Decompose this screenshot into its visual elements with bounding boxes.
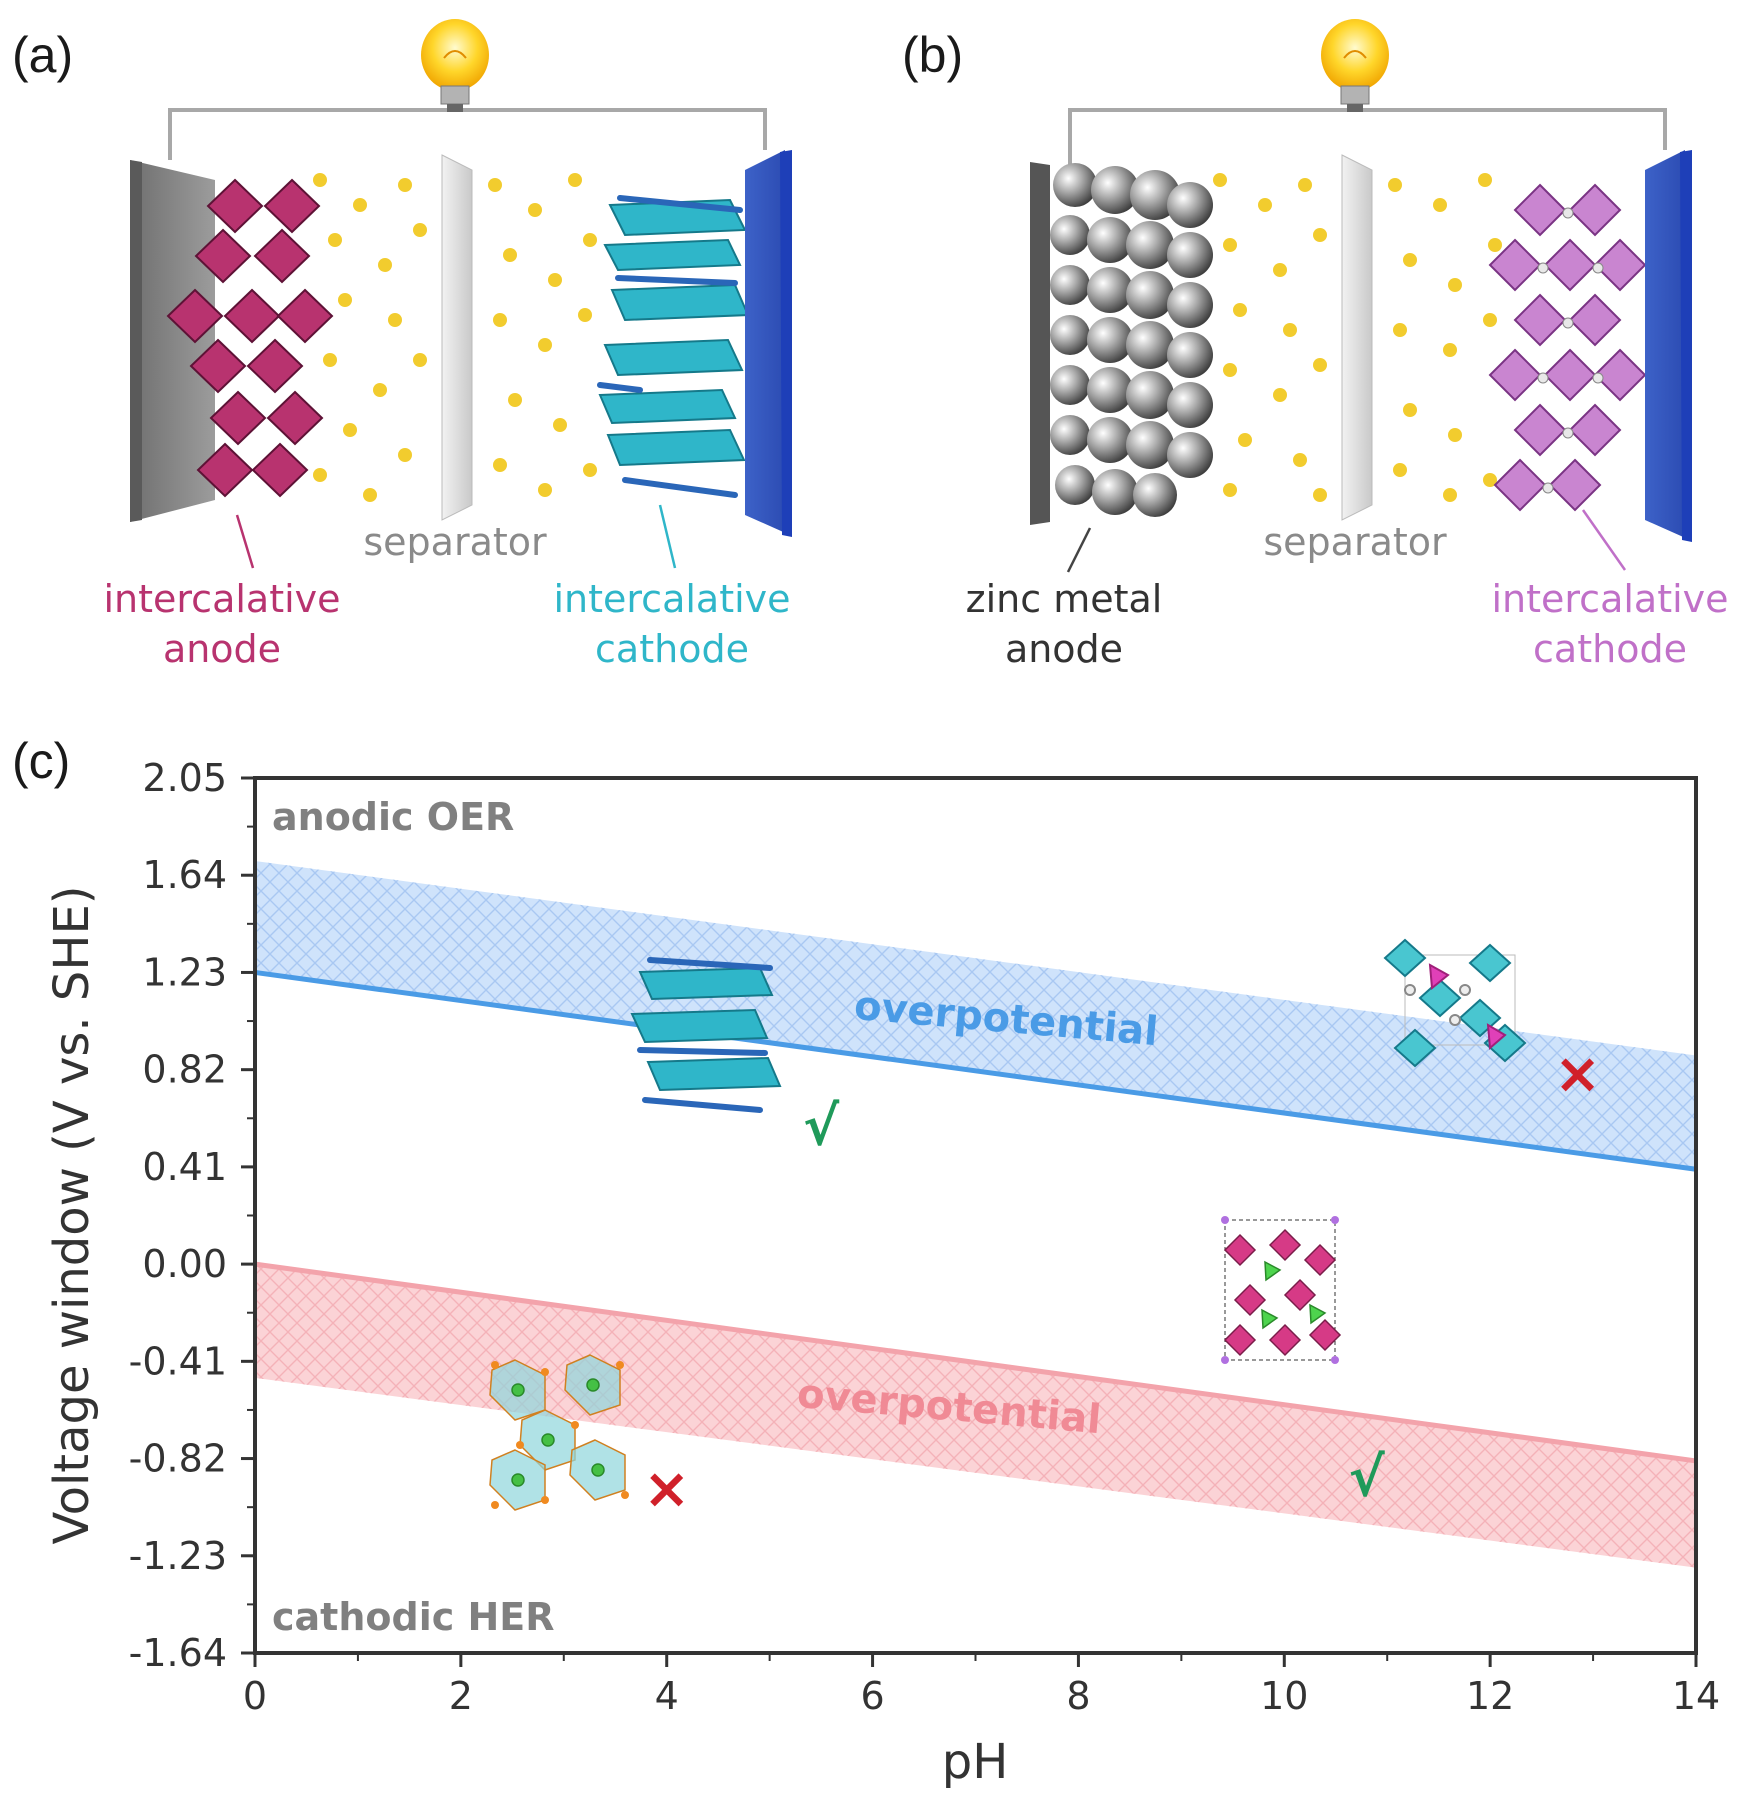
light-bulb-icon	[421, 19, 489, 112]
zinc-ions-b	[1213, 173, 1502, 502]
x-tick-label: 0	[243, 1674, 267, 1718]
cathodic-her-label: cathodic HER	[272, 1595, 555, 1639]
circuit-wire-b	[1068, 108, 1667, 170]
panel-c: (c) 2.05 1.64 1.23 0.82 0.41 0.00 -0.41 -0.82 -1…	[12, 733, 1720, 1790]
y-tick-label: -1.64	[129, 1631, 227, 1675]
suitability-markers: √ × √ ×	[643, 1041, 1601, 1521]
cathode-b-guest-ions	[1537, 207, 1604, 494]
cathode-label-a-line2: cathode	[595, 627, 749, 671]
anode-label-a-line2: anode	[163, 627, 281, 671]
intercalative-cathode-structure-b	[1488, 183, 1647, 512]
separator-label-a: separator	[363, 520, 547, 564]
y-tick-label: 0.00	[142, 1242, 227, 1286]
panel-a: (a)	[12, 19, 792, 671]
y-tick-label: 2.05	[142, 756, 227, 800]
anode-pointer-a	[235, 514, 255, 569]
spinel-cathode-inset	[1383, 938, 1527, 1068]
panel-a-label: (a)	[12, 27, 73, 83]
anodic-oer-label: anodic OER	[272, 795, 514, 839]
cathode-label-a-line1: intercalative	[553, 577, 790, 621]
cathode-current-collector-a	[745, 150, 790, 535]
voltage-window-chart: 2.05 1.64 1.23 0.82 0.41 0.00 -0.41 -0.82 -1.23 -…	[44, 756, 1720, 1790]
y-tick-label: -0.41	[129, 1339, 227, 1383]
cathode-pointer-a	[658, 504, 677, 569]
y-axis-title: Voltage window (V vs. SHE)	[44, 885, 100, 1544]
y-tick-label: 0.41	[142, 1145, 227, 1189]
cross-mark: ×	[1554, 1041, 1601, 1106]
light-bulb-icon	[1321, 19, 1389, 112]
y-tick-label: 0.82	[142, 1048, 227, 1092]
panel-b: (b)	[902, 19, 1729, 671]
phosphate-anode-inset	[1221, 1216, 1342, 1364]
x-tick-label: 4	[655, 1674, 679, 1718]
x-tick-label: 12	[1466, 1674, 1514, 1718]
separator-label-b: separator	[1263, 520, 1447, 564]
y-tick-label: -1.23	[129, 1534, 227, 1578]
circuit-wire	[168, 108, 767, 160]
layered-cathode-inset	[630, 957, 782, 1113]
anode-current-collector	[130, 160, 215, 522]
separator-b	[1341, 154, 1373, 521]
her-overpotential-band-hatch	[255, 1264, 1696, 1568]
x-axis-title: pH	[942, 1734, 1009, 1790]
cathode-label-b-line2: cathode	[1533, 627, 1687, 671]
oer-equilibrium-line	[254, 969, 1697, 1172]
zinc-metal-anode-structure	[1050, 163, 1213, 517]
x-tick-label: 8	[1066, 1674, 1090, 1718]
y-tick-label: 1.64	[142, 853, 227, 897]
cathode-pointer-b	[1581, 509, 1627, 571]
cross-mark: ×	[643, 1456, 690, 1521]
anode-label-b-line1: zinc metal	[966, 577, 1163, 621]
x-tick-label: 10	[1260, 1674, 1308, 1718]
check-mark: √	[803, 1095, 840, 1158]
x-tick-label: 14	[1672, 1674, 1720, 1718]
check-mark: √	[1349, 1446, 1386, 1509]
prussian-blue-analogue-inset	[489, 1354, 629, 1511]
her-equilibrium-line	[254, 1261, 1697, 1464]
zinc-ions-a	[313, 173, 597, 502]
x-tick-label: 6	[860, 1674, 884, 1718]
anode-label-a-line1: intercalative	[103, 577, 340, 621]
anode-pointer-b	[1066, 527, 1092, 573]
y-tick-label: 1.23	[142, 950, 227, 994]
x-tick-label: 2	[449, 1674, 473, 1718]
x-axis-ticks: 0 2 4 6 8 10 12 14	[243, 1653, 1720, 1718]
y-tick-label: -0.82	[129, 1437, 227, 1481]
anode-label-b-line2: anode	[1005, 627, 1123, 671]
intercalative-anode-structure	[166, 178, 334, 498]
cathode-current-collector-b	[1645, 150, 1690, 540]
intercalative-cathode-structure-a	[597, 195, 750, 498]
oer-overpotential-band-hatch	[255, 860, 1696, 1170]
zinc-current-collector	[1030, 162, 1050, 525]
separator-a	[441, 154, 473, 521]
panel-b-label: (b)	[902, 27, 963, 83]
cathode-label-b-line1: intercalative	[1491, 577, 1728, 621]
y-axis-ticks: 2.05 1.64 1.23 0.82 0.41 0.00 -0.41 -0.82 -1.23 -…	[129, 756, 255, 1675]
panel-c-label: (c)	[12, 733, 70, 789]
